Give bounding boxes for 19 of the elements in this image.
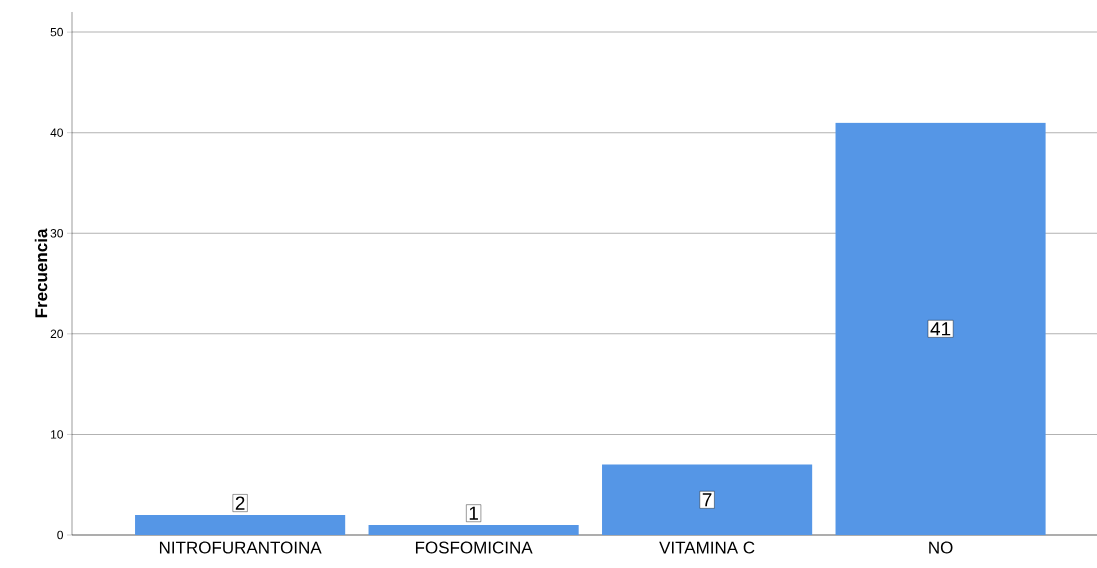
y-tick-label: 40 [50, 128, 63, 137]
x-tick-label: VITAMINA C [659, 541, 755, 554]
bar [602, 464, 813, 535]
bar [835, 122, 1046, 535]
y-tick-label: 0 [57, 530, 64, 540]
x-tick-label: FOSFOMICINA [415, 541, 533, 554]
y-tick-label: 10 [51, 430, 63, 439]
data-label: 1 [469, 506, 478, 520]
y-tick-label: 20 [50, 329, 63, 339]
data-label: 2 [235, 496, 245, 510]
bar [135, 514, 346, 535]
x-tick-label: NITROFURANTOINA [159, 541, 322, 554]
y-tick-label: 50 [50, 27, 63, 37]
y-axis-title: Frecuencia [34, 228, 48, 318]
data-label: 41 [930, 322, 951, 336]
bar [368, 524, 579, 535]
x-tick-label: NO [929, 541, 953, 554]
data-label: 7 [702, 493, 712, 507]
y-tick-label: 30 [50, 229, 63, 238]
